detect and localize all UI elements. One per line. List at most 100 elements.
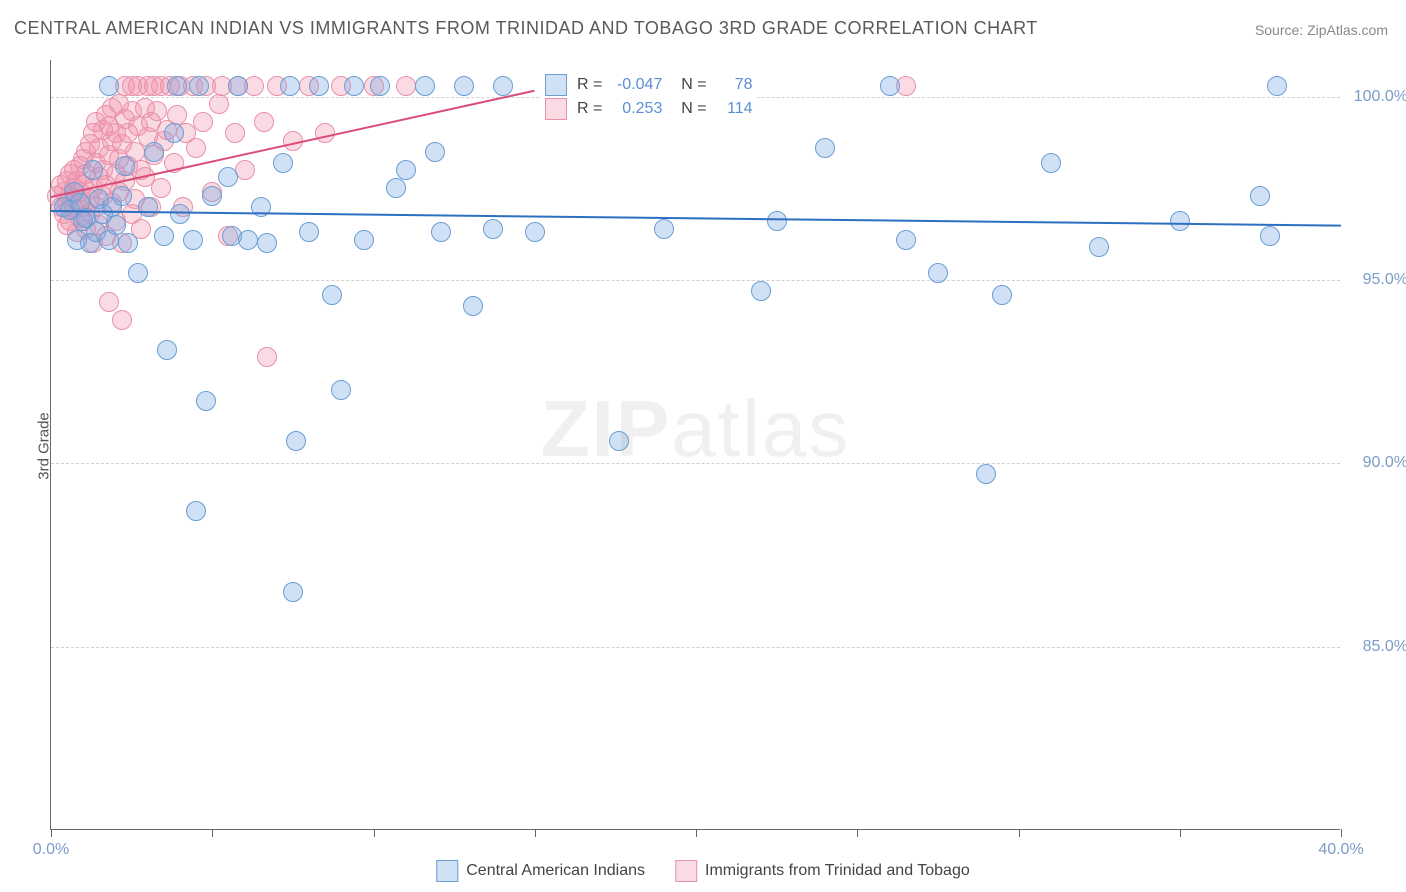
scatter-point-series1 xyxy=(928,263,948,283)
scatter-point-series1 xyxy=(196,391,216,411)
scatter-point-series1 xyxy=(896,230,916,250)
scatter-point-series2 xyxy=(225,123,245,143)
scatter-point-series1 xyxy=(992,285,1012,305)
legend-swatch xyxy=(436,860,458,882)
gridline xyxy=(51,280,1340,281)
x-tick xyxy=(696,829,697,837)
scatter-point-series1 xyxy=(309,76,329,96)
scatter-point-series1 xyxy=(273,153,293,173)
stats-n-label: N = xyxy=(672,76,706,94)
scatter-point-series1 xyxy=(370,76,390,96)
chart-area: 85.0%90.0%95.0%100.0%0.0%40.0% ZIPatlas … xyxy=(50,60,1340,830)
scatter-point-series1 xyxy=(157,340,177,360)
scatter-point-series1 xyxy=(144,142,164,162)
stats-swatch xyxy=(545,74,567,96)
x-tick xyxy=(535,829,536,837)
x-tick xyxy=(374,829,375,837)
scatter-point-series1 xyxy=(331,380,351,400)
x-tick xyxy=(51,829,52,837)
scatter-point-series1 xyxy=(228,76,248,96)
stats-n-value: 78 xyxy=(717,76,753,94)
scatter-point-series1 xyxy=(976,464,996,484)
scatter-point-series1 xyxy=(493,76,513,96)
scatter-point-series1 xyxy=(299,222,319,242)
scatter-point-series2 xyxy=(167,105,187,125)
scatter-point-series2 xyxy=(209,94,229,114)
stats-r-label: R = xyxy=(577,100,602,118)
y-tick-label: 85.0% xyxy=(1348,638,1406,656)
gridline xyxy=(51,647,1340,648)
x-tick xyxy=(1019,829,1020,837)
x-tick-label: 0.0% xyxy=(33,841,69,859)
legend-swatch xyxy=(675,860,697,882)
stats-r-value: 0.253 xyxy=(612,100,662,118)
x-tick xyxy=(1341,829,1342,837)
scatter-point-series2 xyxy=(396,76,416,96)
scatter-point-series1 xyxy=(286,431,306,451)
scatter-point-series1 xyxy=(751,281,771,301)
scatter-point-series1 xyxy=(396,160,416,180)
trend-line xyxy=(51,210,1341,227)
scatter-point-series1 xyxy=(322,285,342,305)
scatter-point-series1 xyxy=(1267,76,1287,96)
scatter-point-series1 xyxy=(186,501,206,521)
y-tick-label: 100.0% xyxy=(1348,88,1406,106)
scatter-point-series2 xyxy=(193,112,213,132)
scatter-point-series1 xyxy=(1089,237,1109,257)
source-label: Source: ZipAtlas.com xyxy=(1255,22,1388,38)
stats-row: R = 0.253 N = 114 xyxy=(545,98,753,120)
chart-title: CENTRAL AMERICAN INDIAN VS IMMIGRANTS FR… xyxy=(14,18,1038,39)
legend-item: Central American Indians xyxy=(436,860,645,882)
scatter-point-series1 xyxy=(1250,186,1270,206)
x-tick xyxy=(212,829,213,837)
scatter-point-series1 xyxy=(454,76,474,96)
scatter-point-series1 xyxy=(167,76,187,96)
y-tick-label: 90.0% xyxy=(1348,454,1406,472)
scatter-point-series1 xyxy=(106,215,126,235)
legend-label: Immigrants from Trinidad and Tobago xyxy=(705,862,970,880)
scatter-point-series1 xyxy=(238,230,258,250)
scatter-point-series1 xyxy=(609,431,629,451)
plot-surface: 85.0%90.0%95.0%100.0%0.0%40.0% xyxy=(51,60,1340,829)
stats-r-label: R = xyxy=(577,76,602,94)
stats-swatch xyxy=(545,98,567,120)
stats-n-value: 114 xyxy=(717,100,753,118)
scatter-point-series1 xyxy=(170,204,190,224)
stats-n-label: N = xyxy=(672,100,706,118)
scatter-point-series1 xyxy=(189,76,209,96)
scatter-point-series2 xyxy=(254,112,274,132)
scatter-point-series1 xyxy=(425,142,445,162)
scatter-point-series1 xyxy=(431,222,451,242)
scatter-point-series2 xyxy=(99,292,119,312)
scatter-point-series2 xyxy=(112,310,132,330)
scatter-point-series2 xyxy=(151,178,171,198)
scatter-point-series1 xyxy=(386,178,406,198)
scatter-point-series1 xyxy=(525,222,545,242)
x-tick xyxy=(857,829,858,837)
scatter-point-series1 xyxy=(118,233,138,253)
scatter-point-series2 xyxy=(147,101,167,121)
scatter-point-series1 xyxy=(880,76,900,96)
scatter-point-series1 xyxy=(128,263,148,283)
y-tick-label: 95.0% xyxy=(1348,271,1406,289)
scatter-point-series1 xyxy=(115,156,135,176)
scatter-point-series1 xyxy=(654,219,674,239)
scatter-point-series1 xyxy=(483,219,503,239)
scatter-point-series1 xyxy=(202,186,222,206)
scatter-point-series1 xyxy=(815,138,835,158)
x-tick xyxy=(1180,829,1181,837)
scatter-point-series2 xyxy=(186,138,206,158)
scatter-point-series1 xyxy=(415,76,435,96)
stats-row: R = -0.047 N = 78 xyxy=(545,74,753,96)
gridline xyxy=(51,463,1340,464)
scatter-point-series1 xyxy=(257,233,277,253)
scatter-point-series1 xyxy=(463,296,483,316)
scatter-point-series1 xyxy=(138,197,158,217)
stats-box: R = -0.047 N = 78 R = 0.253 N = 114 xyxy=(541,68,757,126)
scatter-point-series1 xyxy=(183,230,203,250)
scatter-point-series1 xyxy=(1041,153,1061,173)
scatter-point-series1 xyxy=(154,226,174,246)
legend-item: Immigrants from Trinidad and Tobago xyxy=(675,860,970,882)
scatter-point-series1 xyxy=(1170,211,1190,231)
stats-r-value: -0.047 xyxy=(612,76,662,94)
